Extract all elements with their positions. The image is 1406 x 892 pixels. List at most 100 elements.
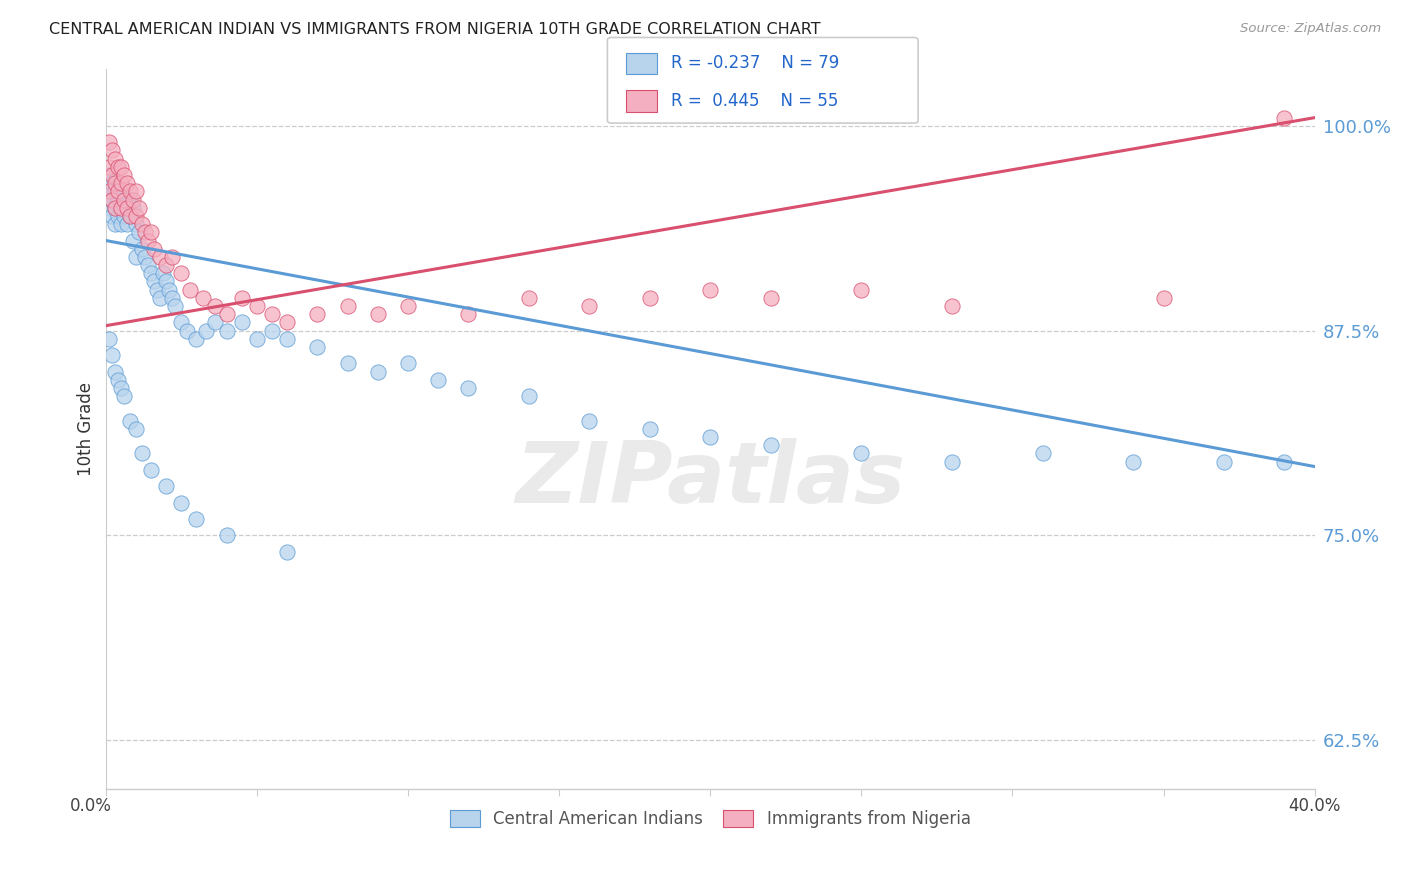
Point: [97, 168, 120, 182]
Point: [149, 250, 172, 264]
Point: [115, 217, 138, 231]
Point: [165, 299, 187, 313]
Point: [941, 455, 963, 469]
Point: [517, 389, 540, 403]
Point: [101, 193, 124, 207]
Point: [336, 299, 359, 313]
Point: [97, 185, 120, 199]
Point: [1213, 455, 1236, 469]
Point: [110, 185, 132, 199]
Point: [110, 160, 132, 174]
Point: [146, 283, 169, 297]
Point: [143, 275, 166, 289]
Point: [131, 446, 153, 460]
Point: [139, 225, 162, 239]
Point: [118, 193, 141, 207]
Point: [396, 356, 419, 370]
Point: [125, 217, 148, 231]
Point: [155, 275, 177, 289]
Point: [101, 193, 124, 207]
Point: [107, 193, 129, 207]
Point: [104, 365, 127, 379]
Point: [759, 291, 782, 305]
Point: [246, 299, 269, 313]
Point: [136, 258, 159, 272]
Text: CENTRAL AMERICAN INDIAN VS IMMIGRANTS FROM NIGERIA 10TH GRADE CORRELATION CHART: CENTRAL AMERICAN INDIAN VS IMMIGRANTS FR…: [49, 22, 821, 37]
Point: [699, 283, 721, 297]
Point: [101, 144, 124, 158]
Point: [125, 422, 148, 436]
Point: [128, 225, 150, 239]
Point: [107, 160, 129, 174]
Point: [101, 348, 124, 362]
Point: [179, 283, 201, 297]
Point: [336, 356, 359, 370]
Point: [152, 266, 174, 280]
Point: [1122, 455, 1144, 469]
Point: [186, 512, 208, 526]
Point: [1274, 111, 1296, 125]
Point: [204, 299, 226, 313]
Point: [191, 291, 214, 305]
Point: [97, 160, 120, 174]
Point: [97, 135, 120, 149]
Point: [759, 438, 782, 452]
Point: [131, 217, 153, 231]
Text: R =  0.445    N = 55: R = 0.445 N = 55: [671, 92, 838, 110]
Point: [638, 291, 661, 305]
Point: [101, 176, 124, 190]
Point: [1274, 455, 1296, 469]
Point: [134, 225, 156, 239]
Point: [851, 283, 873, 297]
Point: [101, 168, 124, 182]
Point: [176, 324, 198, 338]
Point: [115, 201, 138, 215]
Point: [427, 373, 450, 387]
Point: [107, 373, 129, 387]
Point: [851, 446, 873, 460]
Text: ZIPatlas: ZIPatlas: [515, 438, 905, 521]
Point: [162, 291, 184, 305]
Point: [110, 217, 132, 231]
Point: [107, 209, 129, 223]
Point: [110, 201, 132, 215]
Point: [194, 324, 217, 338]
Point: [231, 315, 253, 329]
Point: [104, 152, 127, 166]
Point: [110, 176, 132, 190]
Point: [112, 193, 135, 207]
Point: [104, 201, 127, 215]
Point: [122, 234, 145, 248]
Point: [215, 307, 238, 321]
Point: [115, 176, 138, 190]
Point: [276, 332, 298, 346]
Point: [457, 381, 479, 395]
Point: [162, 250, 184, 264]
Point: [276, 545, 298, 559]
Point: [122, 201, 145, 215]
Point: [699, 430, 721, 444]
Point: [104, 176, 127, 190]
Text: 0.0%: 0.0%: [70, 797, 111, 815]
Point: [128, 201, 150, 215]
Point: [578, 299, 600, 313]
Point: [170, 315, 193, 329]
Point: [136, 234, 159, 248]
Point: [115, 201, 138, 215]
Point: [139, 463, 162, 477]
Text: 40.0%: 40.0%: [1288, 797, 1341, 815]
Point: [260, 324, 283, 338]
Point: [122, 193, 145, 207]
Point: [307, 340, 329, 354]
Point: [155, 258, 177, 272]
Point: [104, 217, 127, 231]
Point: [97, 201, 120, 215]
Point: [157, 283, 180, 297]
Point: [112, 193, 135, 207]
Point: [97, 185, 120, 199]
Point: [367, 365, 389, 379]
Point: [215, 528, 238, 542]
Point: [186, 332, 208, 346]
Point: [170, 266, 193, 280]
Point: [112, 209, 135, 223]
